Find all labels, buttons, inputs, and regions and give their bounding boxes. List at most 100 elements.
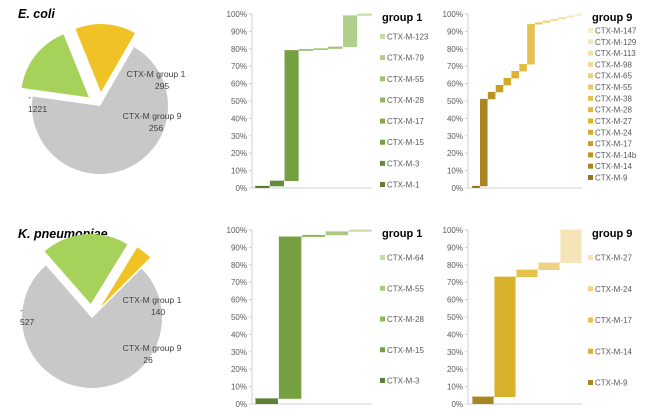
pie-slice-value: 295 xyxy=(155,81,170,91)
legend-swatch xyxy=(380,182,385,187)
legend-label: CTX-M-79 xyxy=(387,54,424,63)
legend-label: CTX-M-55 xyxy=(387,284,424,293)
waterfall-bar xyxy=(495,85,504,93)
pie-slice-1 xyxy=(21,34,89,98)
legend-label: CTX-M-55 xyxy=(595,83,632,92)
legend-swatch xyxy=(588,50,593,56)
pie-slice-0 xyxy=(21,265,163,388)
legend-label: CTX-M-98 xyxy=(595,60,632,69)
waterfall-bar xyxy=(299,49,314,51)
y-tick-label: 80% xyxy=(447,45,463,54)
y-tick-label: 20% xyxy=(231,365,247,374)
legend-label: CTX-M-15 xyxy=(387,138,424,147)
pie-slice-label: CTX-M group 1 xyxy=(127,69,186,79)
waterfall-bar xyxy=(538,263,560,271)
waterfall-bar xyxy=(325,231,349,236)
legend-label: CTX-M-64 xyxy=(387,254,424,263)
waterfall-bar xyxy=(255,186,270,188)
legend-swatch xyxy=(380,160,385,166)
group-title: group 1 xyxy=(382,228,422,240)
legend-swatch xyxy=(588,317,593,323)
waterfall-bar xyxy=(550,19,559,21)
ecoli-group1-waterfall: 0% 10% 20% 30% 40% 50% 60% 70% 80% 90% 100% CTX-M-1… xyxy=(227,10,429,193)
legend-label: CTX-M-28 xyxy=(595,106,632,115)
y-tick-label: 50% xyxy=(447,97,463,106)
y-tick-label: 70% xyxy=(231,62,247,71)
waterfall-bar xyxy=(313,48,328,50)
y-tick-label: 30% xyxy=(231,132,247,141)
legend-swatch xyxy=(380,97,385,103)
legend-label: CTX-M-38 xyxy=(595,94,632,103)
pie-slice-value: 140 xyxy=(151,307,166,317)
y-tick-label: 60% xyxy=(447,80,463,89)
legend-label: CTX-M-55 xyxy=(387,75,424,84)
legend-swatch xyxy=(588,175,593,180)
y-tick-label: 30% xyxy=(447,132,463,141)
waterfall-bar xyxy=(558,17,567,20)
ecoli-pie-chart: E. coli - 1221 CTX-M group 1 295 CTX-M group … xyxy=(18,7,186,175)
legend-label: CTX-M-147 xyxy=(595,27,637,36)
pie-slice-label: CTX-M group 9 xyxy=(123,343,182,353)
waterfall-bar xyxy=(560,230,582,264)
legend-swatch xyxy=(588,141,593,147)
legend-swatch xyxy=(588,39,593,45)
y-tick-label: 50% xyxy=(231,313,247,322)
pie-slice-value: 1221 xyxy=(28,104,47,114)
waterfall-bar xyxy=(542,20,551,23)
y-tick-label: 50% xyxy=(231,97,247,106)
legend-swatch xyxy=(588,380,593,385)
legend-swatch xyxy=(588,152,593,158)
pie-slice-2 xyxy=(75,24,135,93)
y-tick-label: 70% xyxy=(231,278,247,287)
legend-swatch xyxy=(380,316,385,322)
y-tick-label: 40% xyxy=(231,114,247,123)
waterfall-bar xyxy=(343,15,358,48)
legend-label: CTX-M-24 xyxy=(595,128,632,137)
legend-swatch xyxy=(380,378,385,383)
legend-label: CTX-M-129 xyxy=(595,38,637,47)
y-tick-label: 60% xyxy=(231,80,247,89)
y-tick-label: 90% xyxy=(231,27,247,36)
organism-title: E. coli xyxy=(18,7,55,21)
legend-label: CTX-M-9 xyxy=(595,379,628,388)
y-tick-label: 60% xyxy=(231,296,247,305)
legend-swatch xyxy=(380,76,385,82)
waterfall-bar xyxy=(349,230,372,232)
kpneumoniae-group1-waterfall: 0% 10% 20% 30% 40% 50% 60% 70% 80% 90% 100% CTX-M-3… xyxy=(227,226,425,409)
y-tick-label: 40% xyxy=(447,114,463,123)
legend-label: CTX-M-24 xyxy=(595,285,632,294)
y-tick-label: 0% xyxy=(235,400,247,409)
legend-label: CTX-M-14b xyxy=(595,151,637,160)
waterfall-bar xyxy=(472,186,480,188)
pie-slice-label: - xyxy=(28,92,31,102)
y-tick-label: 20% xyxy=(231,149,247,158)
waterfall-bar xyxy=(519,64,527,72)
legend-label: CTX-M-113 xyxy=(595,49,636,58)
legend-label: CTX-M-27 xyxy=(595,117,632,126)
legend-swatch xyxy=(380,139,385,145)
pie-slice-1 xyxy=(44,234,128,305)
y-tick-label: 10% xyxy=(231,167,247,176)
y-tick-label: 80% xyxy=(447,261,463,270)
kpneumoniae-group9-waterfall: 0% 10% 20% 30% 40% 50% 60% 70% 80% 90% 100% CTX-M-9… xyxy=(443,226,633,409)
y-tick-label: 60% xyxy=(447,296,463,305)
y-tick-label: 80% xyxy=(231,45,247,54)
y-tick-label: 0% xyxy=(235,184,247,193)
waterfall-bar xyxy=(480,99,488,187)
y-tick-label: 10% xyxy=(447,167,463,176)
y-tick-label: 20% xyxy=(447,365,463,374)
waterfall-bar xyxy=(574,14,582,16)
legend-label: CTX-M-17 xyxy=(595,316,632,325)
legend-label: CTX-M-17 xyxy=(387,117,424,126)
legend-label: CTX-M-123 xyxy=(387,33,429,42)
legend-swatch xyxy=(588,286,593,292)
legend-swatch xyxy=(588,255,593,260)
legend-label: CTX-M-14 xyxy=(595,347,632,356)
waterfall-bar xyxy=(255,398,278,404)
y-tick-label: 100% xyxy=(443,226,463,235)
legend-label: CTX-M-65 xyxy=(595,72,632,81)
legend-label: CTX-M-9 xyxy=(595,174,628,183)
legend-label: CTX-M-1 xyxy=(387,181,420,190)
y-tick-label: 40% xyxy=(447,330,463,339)
